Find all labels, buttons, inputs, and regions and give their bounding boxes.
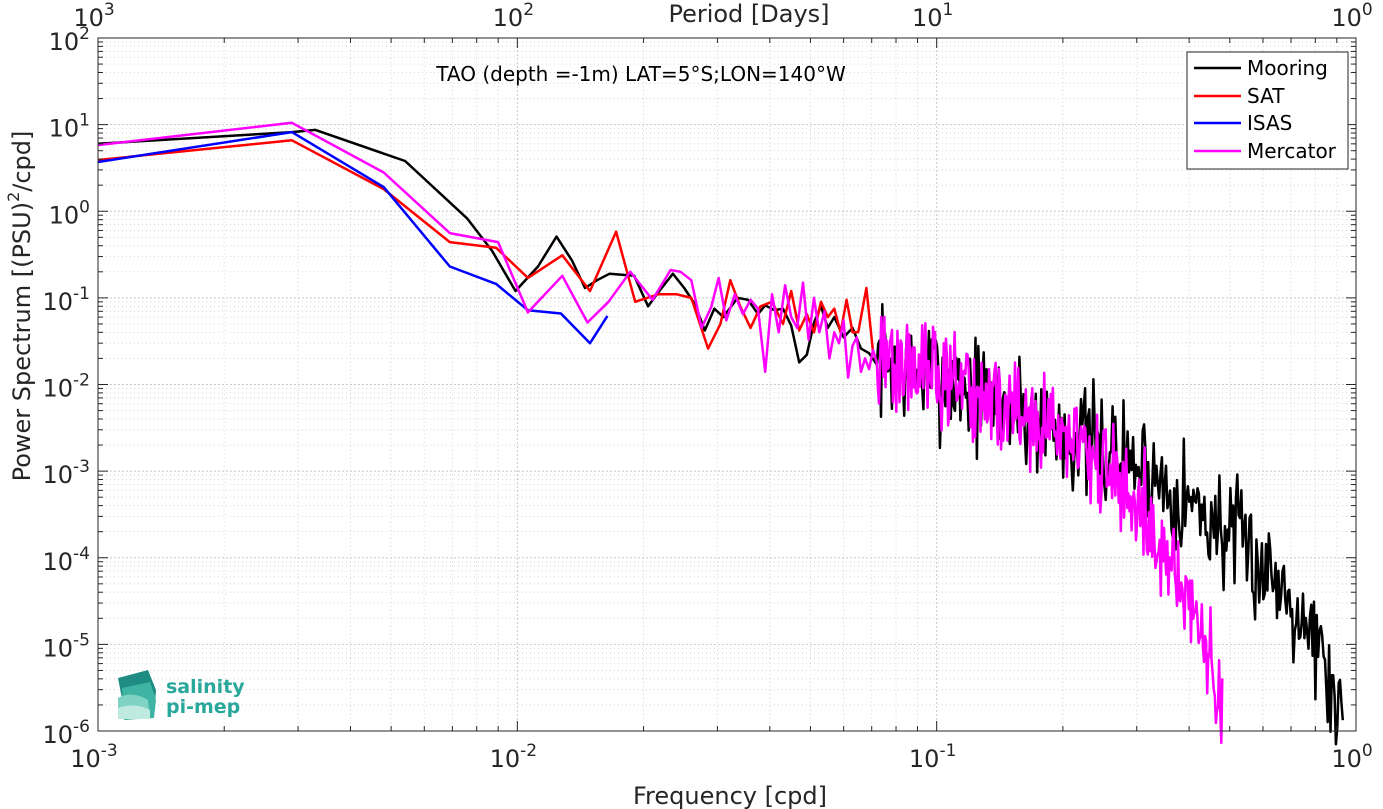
y-tick-label: 10-1 [43,284,91,316]
x-tick-label-base: 10 [70,745,101,773]
top-tick-label: 101 [912,0,953,32]
series-layer [97,121,1345,746]
top-tick-label-exponent: 1 [943,0,954,20]
top-tick-label-base: 10 [73,4,104,32]
top-tick-label: 100 [1331,0,1372,32]
x-tick-label-exponent: -1 [939,741,956,761]
y-tick-label-exponent: -2 [73,371,90,391]
salinity-pimep-logo: salinity pi-mep [118,670,245,720]
top-tick-label-exponent: 0 [1362,0,1373,20]
y-tick-label-exponent: -5 [73,630,90,650]
x-tick-label: 10-2 [490,741,538,773]
y-tick-label-exponent: 1 [79,111,90,131]
legend-label-mercator: Mercator [1247,139,1337,163]
x-tick-label: 10-3 [70,741,118,773]
y-tick-label: 10-6 [43,717,91,749]
logo-text-salinity: salinity [166,676,245,698]
x-tick-label-exponent: 0 [1362,741,1373,761]
x-tick-label-exponent: -2 [520,741,537,761]
x-tick-label-base: 10 [490,745,521,773]
y-tick-label: 10-3 [43,457,91,489]
minor-grid [98,38,1356,731]
y-tick-label-base: 10 [43,721,74,749]
top-tick-label-exponent: 2 [523,0,534,20]
top-tick-label-exponent: 3 [104,0,115,20]
x-tick-label-exponent: -3 [101,741,118,761]
top-tick-label: 103 [73,0,114,32]
x-tick-label: 100 [1331,741,1372,773]
y-tick-label-exponent: 0 [79,197,90,217]
x-axis-label: Frequency [cpd] [633,782,827,809]
top-tick-label-base: 10 [912,4,943,32]
y-tick-label: 102 [49,24,90,56]
y-tick-label-exponent: -1 [73,284,90,304]
x-tick-label-base: 10 [909,745,940,773]
y-tick-label-base: 10 [49,115,80,143]
y-axis-label: Power Spectrum [(PSU)2/cpd] [4,131,36,482]
axis-ticks [97,37,1357,732]
series-line-mercator [97,121,1224,745]
top-tick-label: 102 [493,0,534,32]
y-axis-label-part1: Power Spectrum [(PSU) [8,202,36,481]
y-tick-label: 101 [49,111,90,143]
y-tick-label-base: 10 [43,288,74,316]
x-tick-label: 10-1 [909,741,957,773]
x-tick-label-base: 10 [1331,745,1362,773]
top-tick-label-base: 10 [493,4,524,32]
y-tick-label: 10-2 [43,371,91,403]
y-tick-label: 100 [49,197,90,229]
logo-waves-icon [118,670,156,720]
chart-title: TAO (depth =-1m) LAT=5°S;LON=140°W [435,62,846,86]
y-tick-label-base: 10 [43,548,74,576]
y-tick-label-base: 10 [43,634,74,662]
logo-text-pimep: pi-mep [166,696,240,718]
y-tick-label-base: 10 [49,201,80,229]
series-line-sat [97,139,875,352]
y-tick-label: 10-4 [43,544,91,576]
legend-box [1186,51,1349,170]
legend-label-sat: SAT [1247,84,1285,108]
y-tick-label-base: 10 [49,28,80,56]
y-tick-label-exponent: -3 [73,457,90,477]
legend[interactable]: Mooring SAT ISAS Mercator [1186,51,1349,170]
legend-label-mooring: Mooring [1247,56,1328,80]
y-axis-label-part2: /cpd] [8,131,36,192]
y-tick-label-base: 10 [43,461,74,489]
y-tick-label-exponent: -4 [73,544,90,564]
y-tick-label-base: 10 [43,375,74,403]
y-axis-label-exponent: 2 [4,192,23,202]
series-line-isas [97,130,609,345]
y-tick-label-exponent: 2 [79,24,90,44]
top-tick-label-base: 10 [1331,4,1362,32]
y-tick-label: 10-5 [43,630,91,662]
legend-label-isas: ISAS [1247,111,1292,135]
top-axis-label: Period [Days] [668,0,829,28]
y-tick-label-exponent: -6 [73,717,90,737]
